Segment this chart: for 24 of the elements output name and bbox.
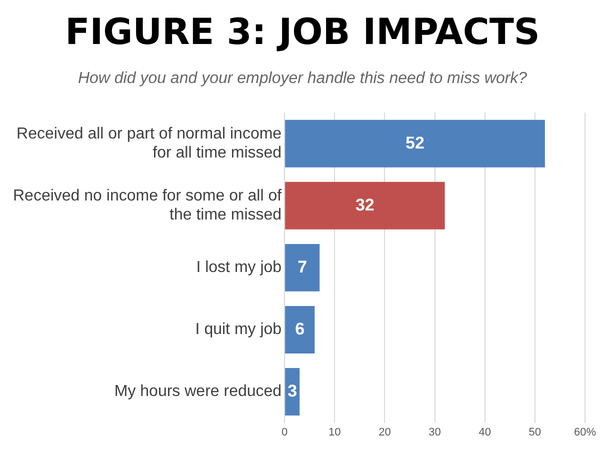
bar xyxy=(285,368,300,416)
data-label: 52 xyxy=(406,133,424,152)
x-tick-label: 20 xyxy=(378,426,391,438)
chart-subtitle: How did you and your employer handle this need to miss work? xyxy=(76,70,528,88)
chart-title: FIGURE 3: JOB IMPACTS xyxy=(64,12,541,53)
x-tick-label: 60% xyxy=(574,426,596,438)
data-label: 32 xyxy=(355,195,374,214)
x-tick-label: 40 xyxy=(478,426,491,438)
bar xyxy=(285,120,545,168)
bar xyxy=(285,244,320,292)
x-tick-label: 30 xyxy=(428,426,441,438)
y-tick-label: I quit my job xyxy=(195,321,282,338)
bar xyxy=(285,182,445,230)
y-tick-label: I lost my job xyxy=(196,259,282,276)
y-tick-label: Received no income for some or all of the time missed xyxy=(12,187,282,224)
data-label: 3 xyxy=(288,381,298,400)
y-tick-label: My hours were reduced xyxy=(114,383,282,400)
x-tick-label: 50 xyxy=(528,426,542,438)
x-tick-label: 10 xyxy=(328,426,341,438)
data-label: 6 xyxy=(295,319,305,338)
data-label: 7 xyxy=(298,257,308,276)
bar xyxy=(285,306,315,354)
x-tick-label: 0 xyxy=(282,426,288,438)
y-tick-label: Received all or part of normal income for all time missed xyxy=(16,125,282,162)
